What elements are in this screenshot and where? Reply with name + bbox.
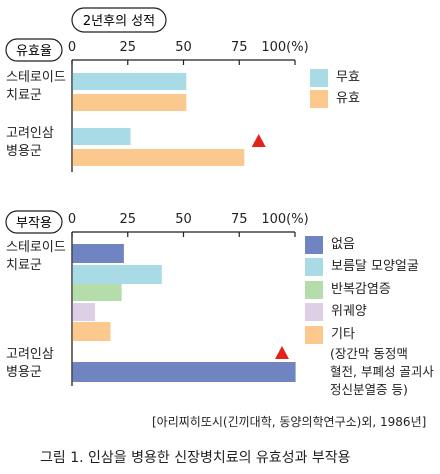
- side-effect-bar-moon-face: [72, 265, 162, 284]
- legend-note-other-detail: (장간막 동정맥 혈전, 부폐성 골괴사 정신분열증 등): [330, 346, 434, 397]
- legend-swatch-none: [305, 236, 323, 254]
- legend-label-valid: 유효: [336, 91, 360, 106]
- efficacy-tick-label: 50: [175, 40, 192, 55]
- legend-item-none: 없음: [305, 236, 355, 254]
- legend-label-gastric-ulcer: 위궤양: [331, 304, 367, 319]
- efficacy-bar-valid: [72, 94, 187, 111]
- side-effect-tick-label: 0: [68, 212, 76, 227]
- efficacy-bars: [72, 73, 266, 166]
- legend-swatch-gastric-ulcer: [305, 303, 323, 321]
- side-effect-improvement-marker: [275, 346, 289, 359]
- legend-item-other: 기타: [305, 326, 355, 344]
- legend-swatch-other: [305, 326, 323, 344]
- efficacy-group-label: 병용군: [6, 144, 42, 159]
- side-effect-tick-label: 25: [119, 212, 136, 227]
- efficacy-bar-invalid: [72, 128, 131, 145]
- legend-label-none: 없음: [331, 237, 355, 252]
- legend-item-valid: 유효: [310, 90, 360, 108]
- efficacy-tick-label: 25: [119, 40, 136, 55]
- efficacy-group-label: 스테로이드: [6, 70, 66, 85]
- legend-label-moon-face: 보름달 모양얼굴: [331, 259, 419, 274]
- legend-swatch-recurrent-infection: [305, 281, 323, 299]
- efficacy-tick-label: 100(%): [261, 40, 308, 55]
- side-effect-bar-recurrent-infection: [72, 284, 122, 301]
- header-pill-text: 2년후의 성적: [83, 14, 155, 29]
- side-effect-bars: [72, 244, 296, 382]
- side-effect-tick-label: 100(%): [261, 212, 308, 227]
- side-effect-bar-gastric-ulcer: [72, 303, 95, 321]
- side-effect-tick-label: 50: [175, 212, 192, 227]
- efficacy-tick-label: 0: [68, 40, 76, 55]
- legend-label-invalid: 무효: [336, 70, 360, 85]
- side-effect-axes: 0 25 50 75 100(%): [68, 212, 309, 386]
- legend-item-recurrent-infection: 반복감염증: [305, 281, 391, 299]
- efficacy-group-label: 치료군: [6, 88, 42, 103]
- legend-label-other: 기타: [331, 327, 355, 342]
- side-effect-label-pill: [5, 210, 63, 234]
- efficacy-bar-valid: [72, 149, 245, 166]
- side-effect-group-label: 스테로이드: [6, 240, 66, 255]
- figure-caption: 그림 1. 인삼을 병용한 신장병치료의 유효성과 부작용: [40, 450, 351, 466]
- legend-item-gastric-ulcer: 위궤양: [305, 303, 367, 321]
- header-pill-frame: [71, 7, 167, 33]
- efficacy-label-text: 유효율: [16, 44, 52, 59]
- legend-item-moon-face: 보름달 모양얼굴: [305, 258, 419, 276]
- side-effect-group-label: 고려인삼: [6, 347, 54, 362]
- efficacy-axes: 0 25 50 75 100(%): [68, 40, 309, 172]
- efficacy-tick-label: 75: [231, 40, 248, 55]
- side-effect-tick-label: 75: [231, 212, 248, 227]
- side-effect-bar-steroid-first: [72, 244, 124, 263]
- legend-label-recurrent-infection: 반복감염증: [331, 282, 391, 297]
- legend-swatch-moon-face: [305, 258, 323, 276]
- legend-swatch-invalid: [310, 69, 328, 87]
- side-effect-group-label: 병용군: [6, 365, 42, 380]
- source-citation: [아리찌히또시(긴끼대학, 동양의학연구소)외, 1986년]: [152, 415, 427, 429]
- legend-swatch-valid: [310, 90, 328, 108]
- efficacy-bar-invalid: [72, 73, 187, 90]
- side-effect-label-text: 부작용: [16, 216, 52, 231]
- side-effect-bar-other: [72, 322, 111, 341]
- legend-item-invalid: 무효: [310, 69, 360, 87]
- side-effect-group-label: 치료군: [6, 258, 42, 273]
- efficacy-group-label: 고려인삼: [6, 126, 54, 141]
- efficacy-label-pill: [5, 38, 63, 62]
- efficacy-improvement-marker: [251, 134, 266, 147]
- side-effect-bar-none: [72, 362, 296, 382]
